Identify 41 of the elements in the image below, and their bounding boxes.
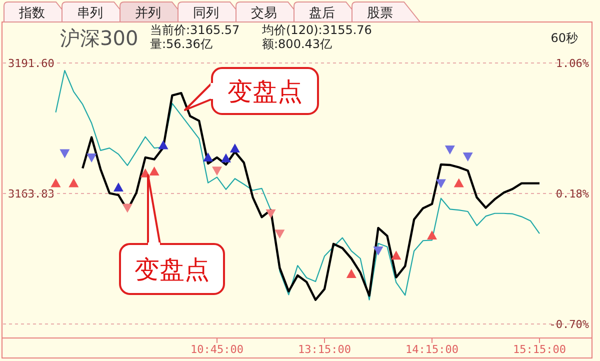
point [373,246,384,256]
annotation: 变盘点 [134,255,210,284]
x-tick-label: 14:15:00 [406,343,458,356]
point [60,149,70,158]
point [68,178,79,188]
x-tick-label: 10:45:00 [190,343,244,356]
text: 当前价:3165.57 [150,23,240,37]
point [346,269,356,278]
annotation: 变盘点 [228,77,302,106]
x-tick-label: 15:15:00 [513,343,566,356]
text: 均价(120):3155.76 [261,23,372,37]
y2-tick-label: 0.18% [556,188,590,200]
text: 量:56.36亿 [150,37,212,51]
text: 额:800.43亿 [262,37,332,51]
point [454,178,464,188]
point [113,182,124,192]
x-tick-label: 13:15:00 [298,343,351,356]
point [203,152,214,162]
callout: 变盘点 [119,174,225,295]
y2-tick-label: 1.06% [556,57,590,70]
point [266,209,276,218]
y2-tick-label: -0.70% [549,318,590,331]
y-tick-label: 3191.60 [8,57,54,70]
callout: 变盘点 [184,67,319,115]
point [158,140,168,150]
point [220,153,231,162]
point [212,166,222,176]
point [230,144,240,153]
point [122,204,132,213]
point [436,179,446,188]
point [50,178,61,188]
point [149,166,160,176]
chart-title: 沪深300 [60,26,138,50]
point [274,230,285,239]
point [462,152,473,162]
point [427,230,437,240]
text: 60秒 [550,31,578,45]
point [391,250,402,260]
point [444,145,455,154]
tabs: 指数 串列 并列 同列 交易 盘后 股票 [4,2,420,22]
point [86,153,97,162]
